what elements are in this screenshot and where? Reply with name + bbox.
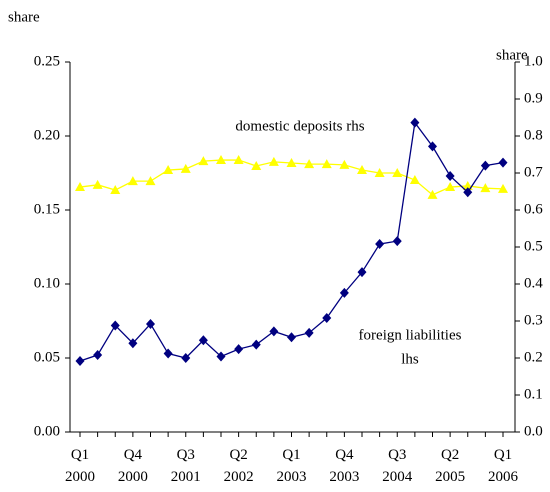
y2-tick-label: 0.5 bbox=[524, 238, 543, 254]
point bbox=[75, 355, 85, 366]
x-tick-label: Q2 2005 bbox=[435, 447, 466, 485]
y2-tick-label: 0.6 bbox=[524, 201, 543, 217]
point bbox=[268, 156, 279, 166]
x-tick-label: Q3 2001 bbox=[170, 447, 201, 485]
y2-tick-label: 0.1 bbox=[524, 386, 543, 402]
point bbox=[409, 175, 420, 185]
x-tick-label: Q3 2004 bbox=[382, 447, 413, 485]
point bbox=[75, 182, 85, 192]
point bbox=[375, 239, 385, 250]
point bbox=[392, 168, 403, 177]
point bbox=[110, 320, 120, 331]
point bbox=[304, 327, 314, 338]
x-tick-label: Q4 2000 bbox=[117, 447, 148, 485]
point bbox=[445, 170, 455, 181]
y-tick-label: 0.05 bbox=[34, 349, 60, 365]
point bbox=[392, 236, 402, 247]
point bbox=[498, 183, 508, 193]
y2-tick-label: 0.2 bbox=[524, 349, 543, 365]
point bbox=[463, 187, 473, 198]
y-axis-label: share bbox=[8, 9, 40, 25]
point bbox=[321, 159, 332, 169]
point bbox=[428, 141, 437, 152]
point bbox=[357, 267, 367, 278]
x-tick-label: Q1 2006 bbox=[488, 447, 518, 485]
annotation: domestic deposits rhs bbox=[235, 118, 364, 134]
point bbox=[287, 332, 296, 343]
point bbox=[216, 351, 226, 362]
y2-tick-label: 0.7 bbox=[524, 164, 543, 180]
x-tick-label: Q2 2002 bbox=[223, 447, 254, 485]
y2-axis-label: share bbox=[496, 47, 528, 63]
x-tick-label: Q4 2003 bbox=[329, 447, 360, 485]
point bbox=[269, 326, 279, 337]
annotation: foreign liabilities bbox=[359, 327, 462, 343]
y2-tick-label: 0.4 bbox=[524, 275, 543, 291]
y2-tick-label: 0.3 bbox=[524, 312, 543, 328]
point bbox=[251, 160, 262, 170]
point bbox=[233, 155, 244, 165]
point bbox=[198, 156, 209, 166]
y2-tick-label: 0.9 bbox=[524, 90, 543, 106]
point bbox=[110, 185, 121, 195]
point bbox=[498, 157, 508, 168]
y2-tick-label: 1.0 bbox=[524, 53, 543, 69]
point bbox=[163, 165, 174, 175]
point bbox=[445, 182, 456, 192]
point bbox=[216, 155, 226, 165]
point bbox=[374, 168, 385, 177]
point bbox=[427, 189, 438, 199]
y-tick-label: 0.10 bbox=[34, 275, 60, 291]
y2-tick-label: 0.0 bbox=[524, 423, 543, 439]
point bbox=[145, 176, 156, 186]
point bbox=[198, 335, 208, 346]
point bbox=[322, 313, 332, 324]
point bbox=[181, 353, 191, 363]
point bbox=[339, 287, 349, 298]
x-tick-label: Q1 2003 bbox=[276, 447, 307, 485]
point bbox=[339, 159, 350, 169]
point bbox=[410, 117, 420, 128]
y2-tick-label: 0.8 bbox=[524, 127, 543, 143]
annotation: lhs bbox=[401, 351, 419, 367]
point bbox=[480, 183, 491, 193]
point bbox=[180, 163, 191, 173]
point bbox=[92, 179, 103, 189]
point bbox=[93, 350, 103, 361]
point bbox=[251, 339, 261, 350]
point bbox=[146, 318, 155, 329]
point bbox=[357, 165, 367, 175]
point bbox=[127, 176, 138, 186]
y-tick-label: 0.15 bbox=[34, 201, 60, 217]
y-tick-label: 0.00 bbox=[34, 423, 60, 439]
point bbox=[128, 338, 138, 349]
point bbox=[163, 348, 173, 359]
point bbox=[480, 160, 490, 171]
x-tick-label: Q1 2000 bbox=[65, 447, 95, 485]
point bbox=[286, 158, 297, 168]
point bbox=[304, 159, 315, 169]
y-tick-label: 0.25 bbox=[34, 53, 60, 69]
point bbox=[234, 344, 244, 355]
y-tick-label: 0.20 bbox=[34, 127, 60, 143]
